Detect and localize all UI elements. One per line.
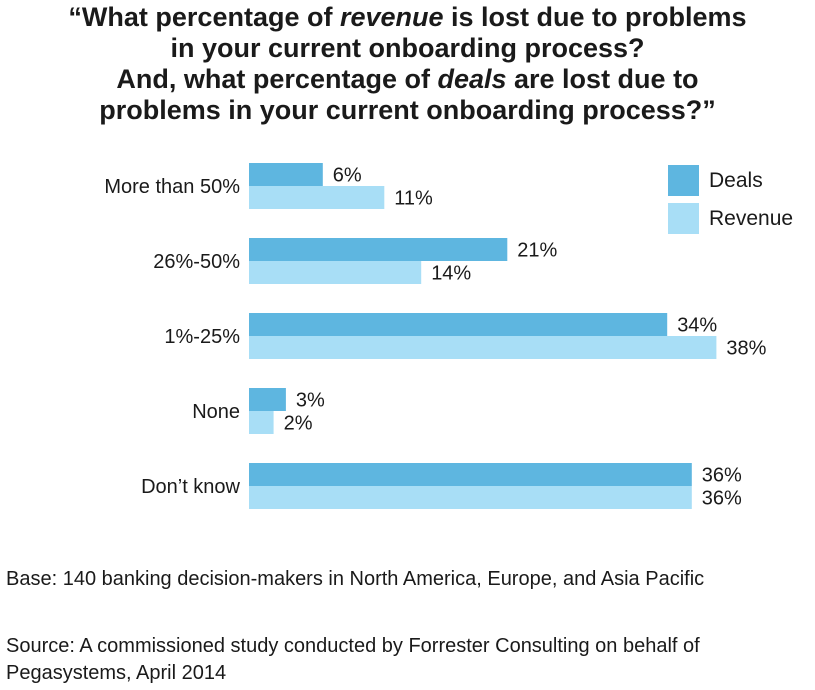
category-label: Don’t know (141, 476, 240, 498)
bar-chart: More than 50% 6% 11% 26%-50% 21% 14% 1%-25% 34%… (104, 163, 793, 510)
bar-deals (249, 163, 323, 186)
bar-revenue (249, 261, 422, 284)
category-label: None (192, 401, 240, 423)
data-label-deals: 3% (296, 390, 325, 412)
bar-revenue (249, 411, 274, 434)
data-label-deals: 21% (517, 240, 557, 262)
legend-label-deals: Deals (709, 169, 763, 192)
legend-swatch-deals (668, 165, 699, 196)
data-label-revenue: 36% (702, 488, 742, 510)
legend-label-revenue: Revenue (709, 207, 793, 230)
title-line-1: “What percentage of revenue is lost due … (68, 2, 747, 32)
data-label-revenue: 14% (431, 263, 471, 285)
category-label: 1%-25% (164, 326, 240, 348)
chart-title: “What percentage of revenue is lost due … (0, 2, 815, 126)
title-line-2: in your current onboarding process? (170, 33, 645, 63)
data-label-revenue: 38% (726, 338, 766, 360)
bar-deals (249, 388, 286, 411)
bar-deals (249, 313, 668, 336)
category-label: More than 50% (104, 176, 240, 198)
bar-revenue (249, 486, 692, 509)
legend-swatch-revenue (668, 203, 699, 234)
title-line-4: problems in your current onboarding proc… (99, 95, 716, 125)
data-label-revenue: 11% (394, 188, 433, 210)
data-label-deals: 6% (333, 165, 362, 187)
bar-revenue (249, 336, 717, 359)
title-emphasis-revenue: revenue (339, 2, 444, 32)
title-emphasis-deals: deals (437, 64, 507, 94)
source-footnote: Source: A commissioned study conducted b… (6, 635, 700, 684)
bar-deals (249, 238, 508, 261)
data-label-revenue: 2% (284, 413, 313, 435)
data-label-deals: 34% (677, 315, 717, 337)
bar-deals (249, 463, 692, 486)
base-footnote: Base: 140 banking decision-makers in Nor… (6, 568, 705, 590)
category-label: 26%-50% (153, 251, 240, 273)
title-line-3: And, what percentage of deals are lost d… (116, 64, 699, 94)
data-label-deals: 36% (702, 465, 742, 487)
bar-revenue (249, 186, 385, 209)
